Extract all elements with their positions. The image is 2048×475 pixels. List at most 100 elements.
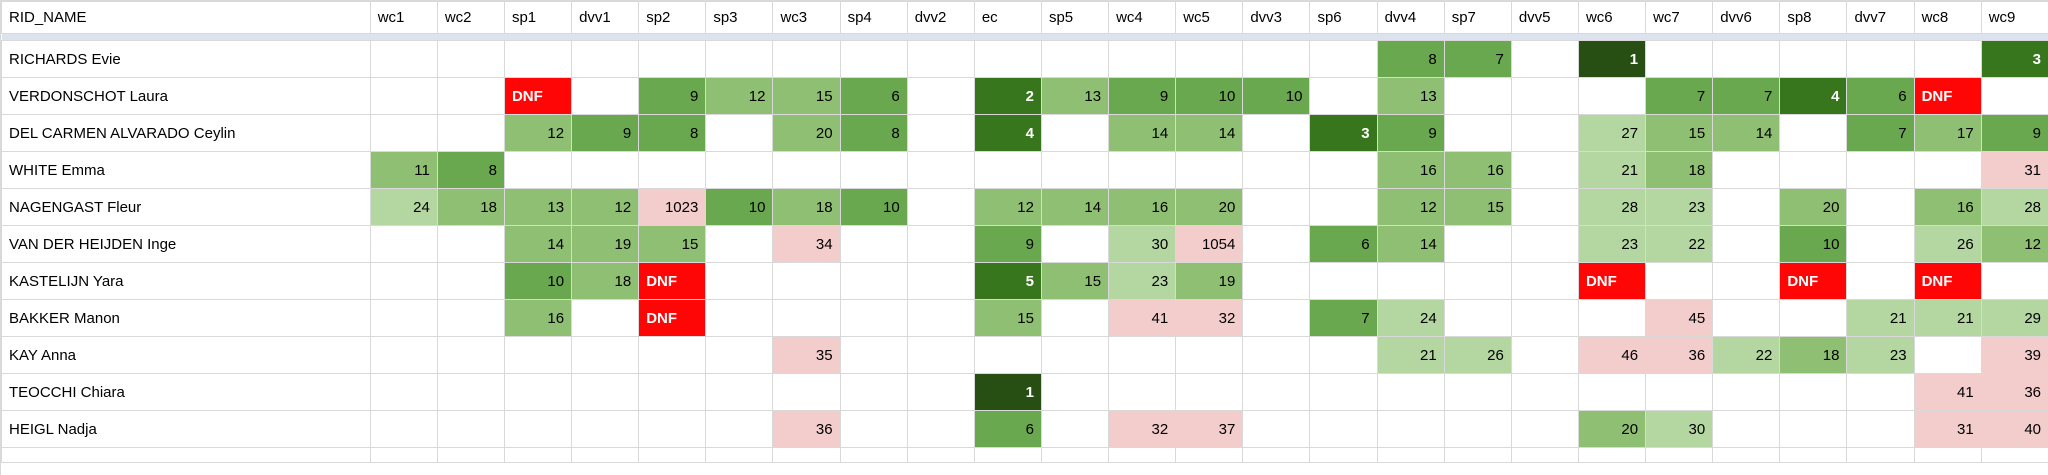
result-cell-sp2[interactable]: DNF [638, 299, 707, 337]
result-cell-sp8[interactable]: 18 [1779, 336, 1848, 374]
result-cell-dvv7[interactable]: 7 [1846, 114, 1915, 152]
column-header-wc8[interactable]: wc8 [1913, 1, 1982, 34]
result-cell-ec[interactable]: 4 [973, 114, 1042, 152]
result-cell-wc3[interactable] [772, 262, 841, 300]
result-cell-sp7[interactable] [1443, 299, 1512, 337]
result-cell-wc6[interactable]: 1 [1577, 40, 1647, 78]
result-cell-wc8[interactable] [1913, 40, 1982, 78]
result-cell-dvv5[interactable] [1510, 225, 1579, 263]
rider-name-cell[interactable]: HEIGL Nadja [1, 410, 371, 448]
column-header-wc3[interactable]: wc3 [772, 1, 841, 34]
result-cell-sp6[interactable]: 3 [1309, 114, 1378, 152]
rider-name-cell[interactable]: KASTELIJN Yara [1, 262, 371, 300]
result-cell-sp2[interactable] [638, 373, 707, 411]
result-cell-wc8[interactable]: 16 [1913, 188, 1982, 226]
result-cell-sp6[interactable] [1309, 40, 1378, 78]
result-cell-sp7[interactable] [1443, 262, 1512, 300]
result-cell-wc8[interactable]: 21 [1913, 299, 1982, 337]
result-cell-dvv4[interactable] [1376, 262, 1445, 300]
result-cell-sp5[interactable]: 15 [1040, 262, 1110, 300]
rider-name-cell[interactable]: DEL CARMEN ALVARADO Ceylin [1, 114, 371, 152]
column-header-wc6[interactable]: wc6 [1577, 1, 1647, 34]
result-cell-dvv3[interactable] [1242, 410, 1311, 448]
result-cell-wc7[interactable]: 18 [1645, 151, 1714, 189]
result-cell-sp2[interactable]: 15 [638, 225, 707, 263]
result-cell-sp3[interactable] [705, 299, 774, 337]
result-cell-dvv6[interactable]: 7 [1712, 77, 1781, 115]
result-cell-wc6[interactable] [1577, 373, 1647, 411]
result-cell-sp7[interactable] [1443, 225, 1512, 263]
result-cell-wc4[interactable] [1108, 373, 1177, 411]
result-cell-wc6[interactable]: 21 [1577, 151, 1647, 189]
column-header-dvv4[interactable]: dvv4 [1376, 1, 1445, 34]
result-cell-wc4[interactable]: 41 [1108, 299, 1177, 337]
result-cell-dvv7[interactable] [1846, 151, 1915, 189]
result-cell-dvv2[interactable] [906, 262, 975, 300]
result-cell-sp4[interactable] [839, 262, 908, 300]
result-cell-wc7[interactable]: 15 [1645, 114, 1714, 152]
result-cell-ec[interactable] [973, 336, 1042, 374]
result-cell-sp6[interactable] [1309, 77, 1378, 115]
result-cell-wc1[interactable] [369, 114, 438, 152]
result-cell-dvv7[interactable] [1846, 410, 1915, 448]
result-cell-wc1[interactable] [369, 77, 438, 115]
result-cell-sp6[interactable] [1309, 151, 1378, 189]
result-cell-dvv6[interactable] [1712, 225, 1781, 263]
result-cell-dvv3[interactable]: 10 [1242, 77, 1311, 115]
result-cell-wc1[interactable] [369, 299, 438, 337]
result-cell-sp6[interactable]: 7 [1309, 299, 1378, 337]
result-cell-wc8[interactable]: 17 [1913, 114, 1982, 152]
result-cell-sp5[interactable] [1040, 151, 1110, 189]
result-cell-dvv4[interactable]: 9 [1376, 114, 1445, 152]
result-cell-dvv7[interactable] [1846, 188, 1915, 226]
result-cell-dvv5[interactable] [1510, 77, 1579, 115]
result-cell-wc5[interactable]: 32 [1175, 299, 1244, 337]
result-cell-sp3[interactable] [705, 336, 774, 374]
result-cell-wc7[interactable]: 45 [1645, 299, 1714, 337]
result-cell-dvv5[interactable] [1510, 299, 1579, 337]
result-cell-wc5[interactable]: 10 [1175, 77, 1244, 115]
result-cell-wc5[interactable]: 37 [1175, 410, 1244, 448]
result-cell-wc6[interactable]: 27 [1577, 114, 1647, 152]
result-cell-dvv4[interactable] [1376, 373, 1445, 411]
result-cell-dvv6[interactable] [1712, 299, 1781, 337]
result-cell-sp4[interactable] [839, 373, 908, 411]
result-cell-ec[interactable] [973, 40, 1042, 78]
result-cell-wc1[interactable] [369, 336, 438, 374]
result-cell-ec[interactable]: 9 [973, 225, 1042, 263]
result-cell-sp8[interactable]: 20 [1779, 188, 1848, 226]
result-cell-sp4[interactable] [839, 225, 908, 263]
result-cell-dvv1[interactable] [571, 336, 640, 374]
result-cell-wc9[interactable]: 39 [1980, 336, 2048, 374]
result-cell-wc3[interactable] [772, 151, 841, 189]
result-cell-sp4[interactable]: 6 [839, 77, 908, 115]
result-cell-ec[interactable] [973, 151, 1042, 189]
rider-name-cell[interactable]: BAKKER Manon [1, 299, 371, 337]
result-cell-wc2[interactable] [436, 77, 505, 115]
result-cell-wc6[interactable]: 20 [1577, 410, 1647, 448]
result-cell-dvv2[interactable] [906, 151, 975, 189]
result-cell-wc2[interactable] [436, 114, 505, 152]
result-cell-dvv5[interactable] [1510, 188, 1579, 226]
rider-name-cell[interactable]: NAGENGAST Fleur [1, 188, 371, 226]
result-cell-dvv6[interactable] [1712, 373, 1781, 411]
result-cell-dvv3[interactable] [1242, 299, 1311, 337]
result-cell-sp5[interactable] [1040, 299, 1110, 337]
rider-name-cell[interactable]: RICHARDS Evie [1, 40, 371, 78]
rider-name-cell[interactable]: KAY Anna [1, 336, 371, 374]
result-cell-wc9[interactable]: 29 [1980, 299, 2048, 337]
result-cell-dvv2[interactable] [906, 410, 975, 448]
result-cell-dvv1[interactable]: 19 [571, 225, 640, 263]
result-cell-dvv1[interactable]: 18 [571, 262, 640, 300]
result-cell-wc5[interactable] [1175, 373, 1244, 411]
result-cell-wc2[interactable] [436, 336, 505, 374]
result-cell-wc4[interactable] [1108, 40, 1177, 78]
rider-name-cell[interactable]: VERDONSCHOT Laura [1, 77, 371, 115]
result-cell-wc5[interactable]: 1054 [1175, 225, 1244, 263]
result-cell-sp8[interactable] [1779, 299, 1848, 337]
result-cell-sp5[interactable]: 14 [1040, 188, 1110, 226]
result-cell-wc5[interactable] [1175, 151, 1244, 189]
column-header-sp4[interactable]: sp4 [839, 1, 908, 34]
column-header-wc4[interactable]: wc4 [1108, 1, 1177, 34]
result-cell-sp3[interactable]: 10 [705, 188, 774, 226]
